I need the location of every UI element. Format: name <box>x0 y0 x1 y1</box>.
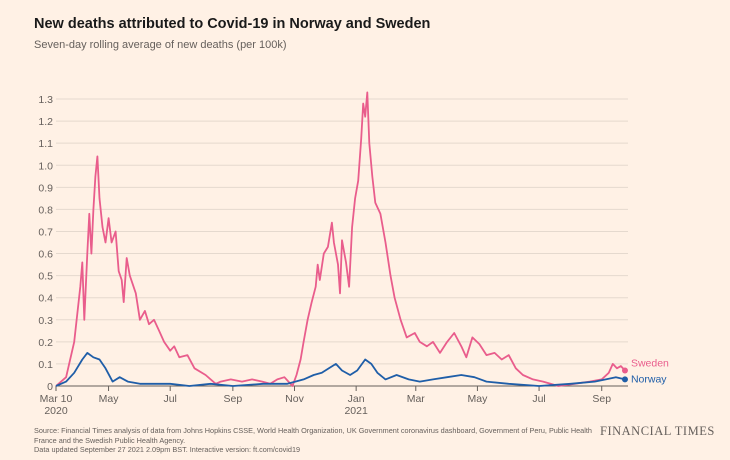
x-tick-label: Jul <box>532 393 545 405</box>
x-tick-label: May <box>467 393 488 405</box>
y-tick-label: 0.5 <box>38 271 53 283</box>
y-tick-label: 0.7 <box>38 226 53 238</box>
updated-text: Data updated September 27 2021 2.09pm BS… <box>34 445 301 455</box>
y-tick-label: 0.3 <box>38 315 53 327</box>
ft-logo: FINANCIAL TIMES <box>600 424 715 438</box>
y-tick-label: 1.0 <box>38 160 53 172</box>
y-tick-label: 0.4 <box>38 293 53 305</box>
y-tick-label: 1.1 <box>38 138 53 150</box>
series-labels: Sweden Norway <box>631 358 669 386</box>
x-tick-label: Sep <box>592 393 611 405</box>
source-text: Source: Financial Times analysis of data… <box>34 426 592 445</box>
y-tick-label: 0.6 <box>38 249 53 261</box>
x-tick-label: May <box>99 393 120 405</box>
x-tick-label: Jul <box>163 393 176 405</box>
series-label-norway: Norway <box>631 373 667 385</box>
source-note: Source: Financial Times analysis of data… <box>34 426 614 455</box>
x-tick-label: Nov <box>285 393 304 405</box>
series-label-sweden: Sweden <box>631 358 669 370</box>
x-tick-label: Sep <box>224 393 243 405</box>
y-tick-label: 0 <box>47 381 53 393</box>
series-line-sweden <box>55 91 626 387</box>
chart-title: New deaths attributed to Covid-19 in Nor… <box>34 16 431 32</box>
y-axis-ticks: 0 0.1 0.2 0.3 0.4 0.5 0.6 0.7 0.8 0.9 1.0 1.1 1.2 1.3 <box>38 94 53 393</box>
y-tick-label: 1.2 <box>38 116 53 128</box>
series-end-dot-norway <box>621 376 628 383</box>
y-tick-label: 0.8 <box>38 204 53 216</box>
y-tick-label: 1.3 <box>38 94 53 106</box>
y-tick-label: 0.9 <box>38 182 53 194</box>
chart-subtitle: Seven-day rolling average of new deaths … <box>34 39 287 51</box>
x-tick-year-label: 2020 <box>44 405 68 417</box>
x-tick-label: Mar <box>407 393 426 405</box>
gridlines <box>56 98 628 387</box>
series-line-norway <box>55 352 626 387</box>
x-tick-year-label: 2021 <box>344 405 368 417</box>
y-tick-label: 0.1 <box>38 359 53 371</box>
x-tick-label: Jan <box>348 393 365 405</box>
y-tick-label: 0.2 <box>38 337 53 349</box>
x-tick-label: Mar 10 <box>40 393 73 405</box>
series-end-dot-sweden <box>621 367 628 374</box>
series-lines <box>55 91 628 387</box>
